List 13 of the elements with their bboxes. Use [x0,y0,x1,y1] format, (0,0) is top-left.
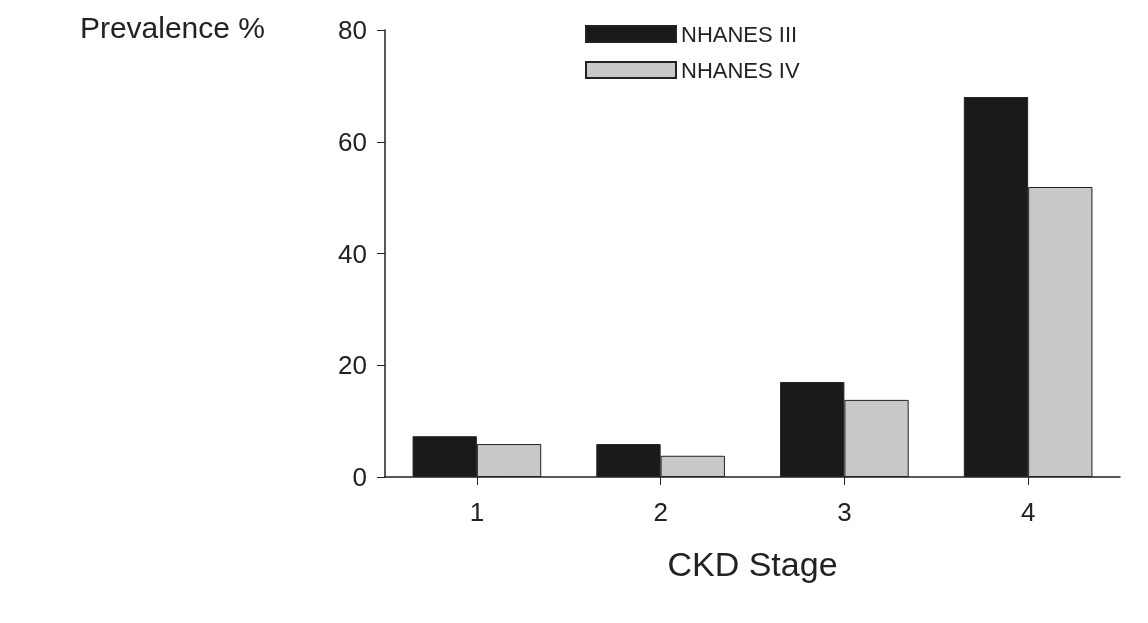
x-tick-label: 2 [653,497,668,527]
legend-label: NHANES III [681,21,798,47]
x-tick-label: 4 [1020,497,1036,527]
x-axis-title: CKD Stage [667,545,838,583]
y-tick-label: 40 [338,238,367,269]
x-tick-label: 3 [837,497,852,527]
y-tick-label: 20 [338,350,367,381]
y-tick-label: 60 [338,126,367,157]
x-tick-label: 1 [469,497,485,527]
legend-label: NHANES IV [681,57,800,83]
y-tick-label: 0 [352,462,367,492]
y-axis-title: Prevalence % [79,10,265,44]
y-tick-label: 80 [338,15,367,45]
